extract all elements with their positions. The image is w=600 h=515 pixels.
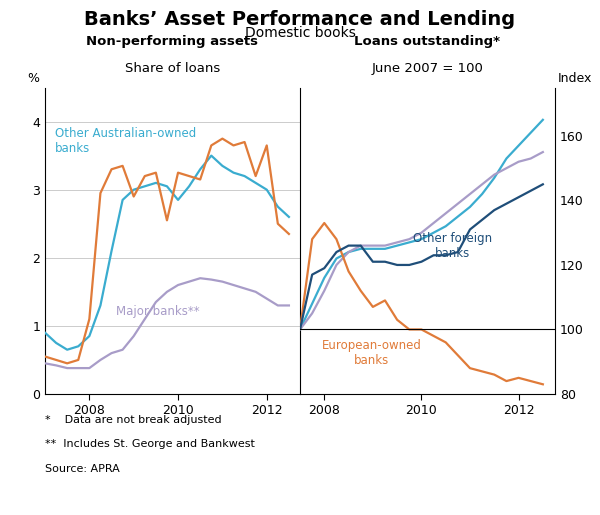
Text: European-owned
banks: European-owned banks bbox=[322, 339, 421, 367]
Text: %: % bbox=[27, 72, 39, 85]
Text: Share of loans: Share of loans bbox=[125, 62, 220, 75]
Text: June 2007 = 100: June 2007 = 100 bbox=[371, 62, 484, 75]
Text: Index: Index bbox=[558, 72, 592, 85]
Text: Domestic books: Domestic books bbox=[245, 26, 355, 40]
Text: Other Australian-owned
banks: Other Australian-owned banks bbox=[55, 127, 196, 156]
Text: Source: APRA: Source: APRA bbox=[45, 464, 120, 474]
Text: **  Includes St. George and Bankwest: ** Includes St. George and Bankwest bbox=[45, 439, 255, 449]
Text: *    Data are not break adjusted: * Data are not break adjusted bbox=[45, 415, 221, 424]
Text: Major banks**: Major banks** bbox=[116, 305, 200, 318]
Text: Non-performing assets: Non-performing assets bbox=[86, 35, 259, 48]
Text: Banks’ Asset Performance and Lending: Banks’ Asset Performance and Lending bbox=[85, 10, 515, 29]
Text: Other foreign
banks: Other foreign banks bbox=[413, 232, 493, 260]
Text: Loans outstanding*: Loans outstanding* bbox=[355, 35, 500, 48]
